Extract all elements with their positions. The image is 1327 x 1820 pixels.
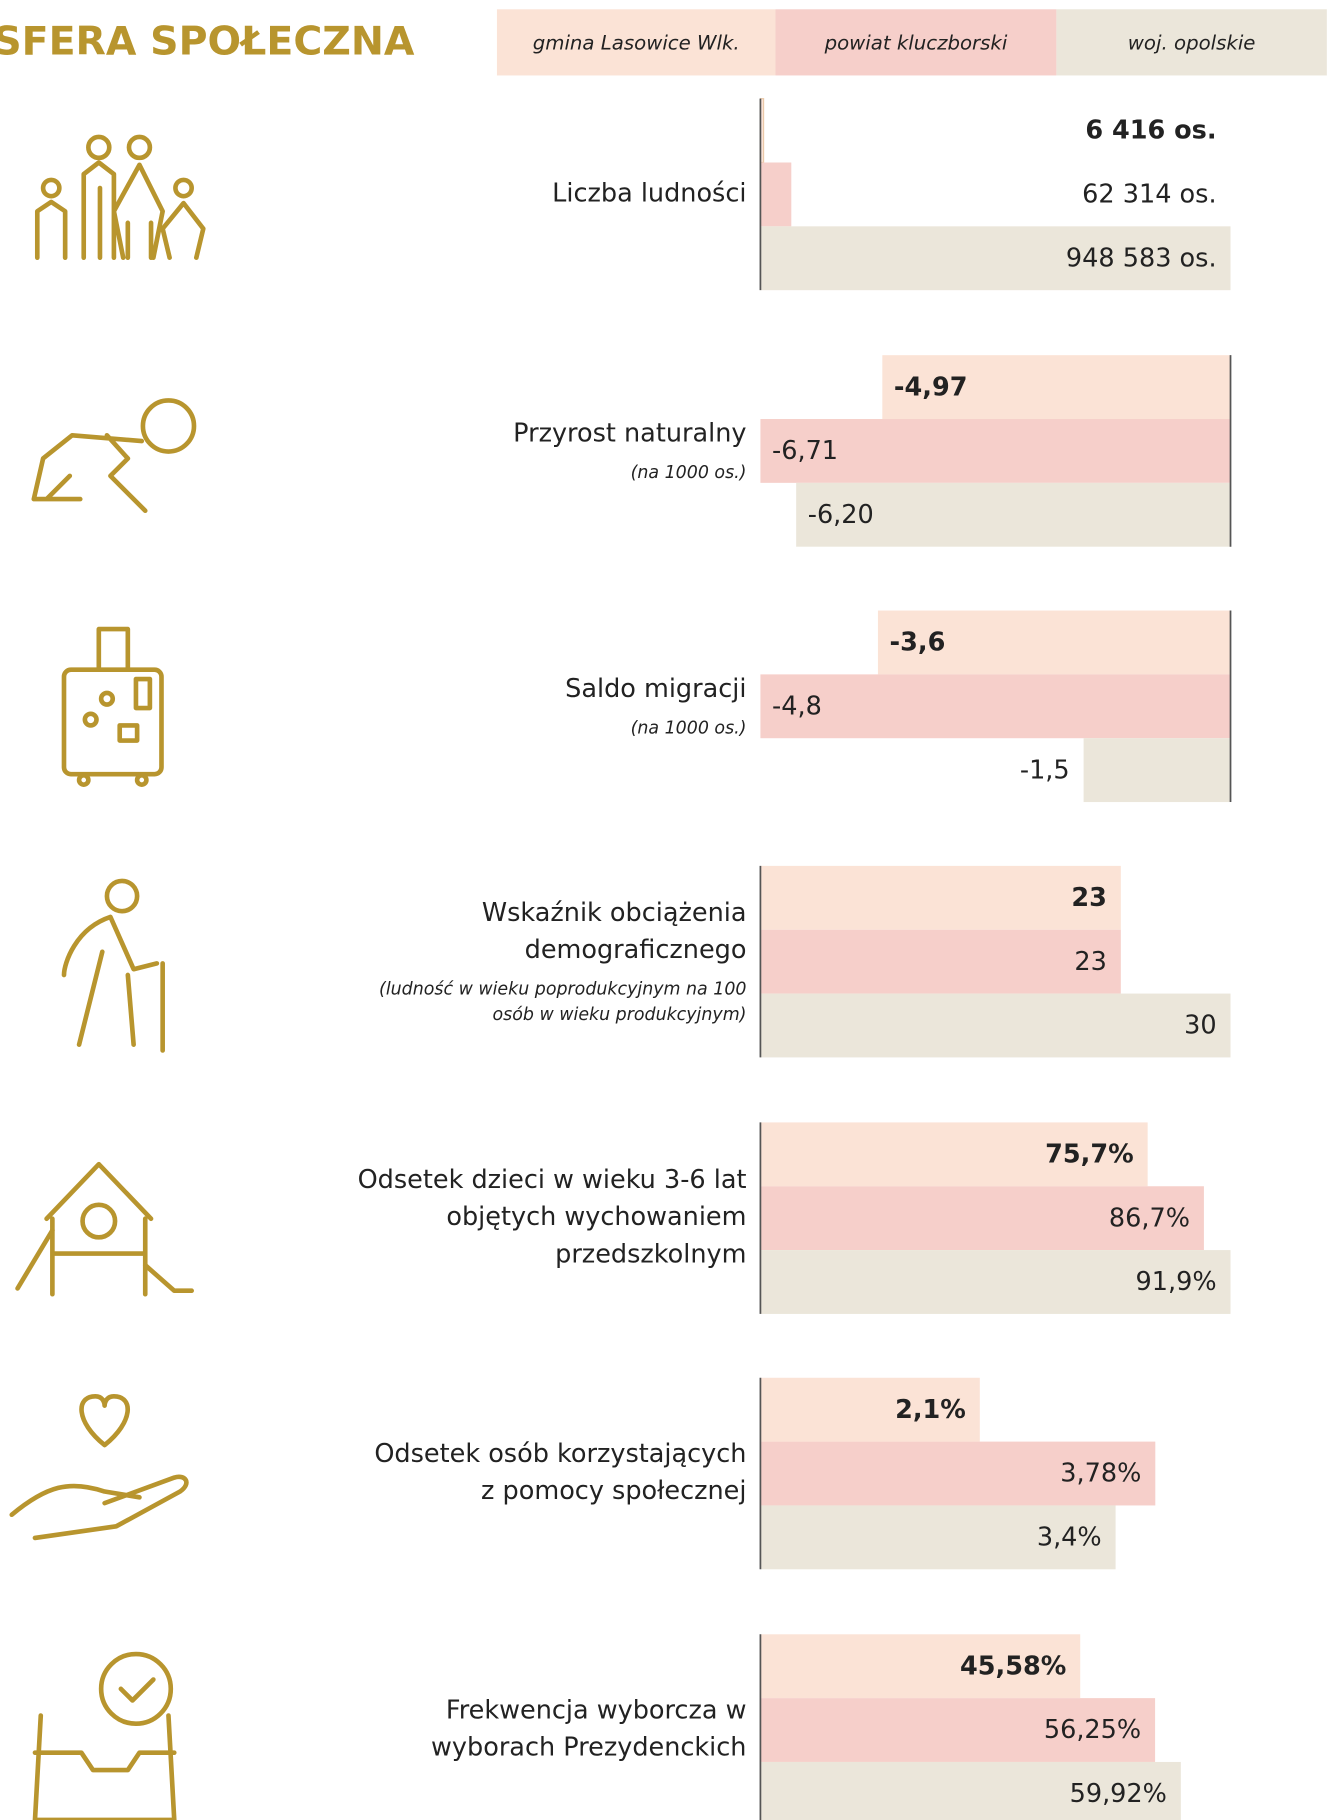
value-label: 6 416 os. (1085, 116, 1216, 146)
chart-note: (ludność w wieku poprodukcyjnym na 100 (379, 980, 746, 1000)
value-label: -3,6 (890, 628, 946, 658)
value-label: 948 583 os. (1066, 243, 1217, 273)
value-label: -6,71 (772, 436, 838, 466)
icons (9, 134, 206, 1820)
chart-title: Liczba ludności (552, 178, 746, 208)
value-label: 59,92% (1070, 1779, 1167, 1809)
value-label: -1,5 (1020, 755, 1070, 785)
bar (760, 1698, 1156, 1762)
ballot-icon (32, 1651, 177, 1820)
bar (760, 1122, 1148, 1187)
bar (760, 1634, 1081, 1699)
bar (877, 610, 1231, 675)
bar (760, 929, 1121, 994)
bar (760, 1377, 980, 1442)
bar (760, 226, 1231, 291)
value-label: -6,20 (808, 500, 874, 530)
legend-label: woj. opolskie (1128, 32, 1256, 55)
value-label: 75,7% (1045, 1139, 1134, 1169)
value-label: 23 (1074, 947, 1106, 977)
value-label: 56,25% (1044, 1715, 1141, 1745)
bar (760, 1761, 1181, 1820)
chart-title: wyborach Prezydenckich (431, 1733, 746, 1763)
chart-title: Wskaźnik obciążenia (482, 898, 747, 928)
bar (760, 1505, 1116, 1570)
bar (760, 1441, 1156, 1506)
legend-label: powiat kluczborski (824, 32, 1008, 55)
bar (882, 355, 1231, 420)
chart-title: Odsetek dzieci w wieku 3-6 lat (358, 1165, 747, 1195)
chart-title: przedszkolnym (555, 1239, 746, 1269)
chart-title: demograficznego (525, 935, 747, 965)
value-label: -4,8 (772, 691, 822, 721)
playground-icon (15, 1161, 194, 1297)
legend-swatch (496, 9, 776, 76)
legend-label: gmina Lasowice Wlk. (533, 32, 740, 55)
value-label: -4,97 (894, 372, 968, 402)
value-label: 2,1% (895, 1395, 966, 1425)
value-label: 3,78% (1060, 1459, 1141, 1489)
elderly-icon (61, 878, 165, 1053)
luggage-icon (61, 626, 164, 787)
bar (760, 162, 792, 227)
bar (760, 1250, 1231, 1314)
value-label: 3,4% (1037, 1523, 1102, 1553)
chart-title: Frekwencja wyborcza w (446, 1695, 747, 1725)
value-label: 30 (1184, 1011, 1216, 1041)
bar (760, 674, 1231, 739)
chart-title: Przyrost naturalny (513, 419, 746, 449)
baby-icon (31, 398, 197, 514)
bar (796, 482, 1231, 547)
chart-note: (na 1000 os.) (631, 718, 747, 738)
page-title: SFERA SPOŁECZNA (0, 19, 415, 65)
value-label: 45,58% (960, 1651, 1066, 1681)
bar (760, 865, 1121, 930)
value-label: 23 (1071, 883, 1107, 913)
chart-title: objętych wychowaniem (446, 1202, 746, 1232)
bar (1083, 738, 1231, 803)
value-label: 91,9% (1136, 1267, 1217, 1297)
legend-swatch (1056, 9, 1327, 76)
chart-note: osób w wieku produkcyjnym) (493, 1005, 747, 1025)
family-icon (34, 134, 206, 260)
bar (760, 993, 1231, 1058)
chart-note: (na 1000 os.) (631, 463, 747, 483)
chart-title: z pomocy społecznej (481, 1476, 746, 1506)
bar (760, 1186, 1204, 1251)
value-label: 62 314 os. (1082, 180, 1216, 210)
care-icon (9, 1394, 189, 1541)
chart-title: Odsetek osób korzystających (374, 1439, 746, 1469)
chart-title: Saldo migracji (565, 674, 746, 704)
bar (760, 419, 1231, 483)
value-label: 86,7% (1109, 1203, 1190, 1233)
legend-swatch (775, 9, 1057, 76)
